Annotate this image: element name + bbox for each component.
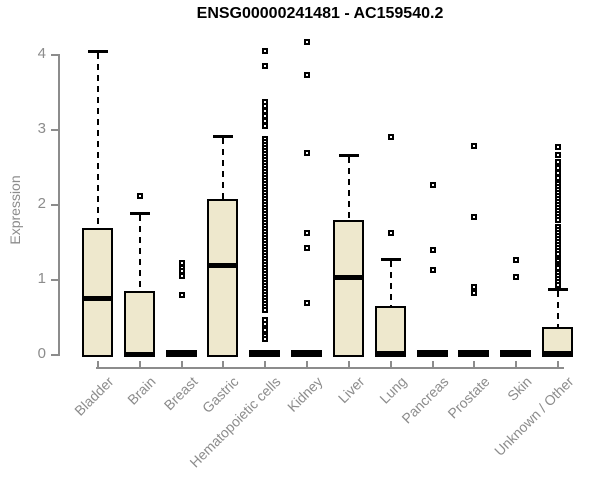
y-axis-tick (51, 54, 59, 56)
whisker-line (557, 291, 560, 327)
y-tick-label: 3 (37, 120, 46, 137)
outlier-point (555, 158, 562, 165)
outlier-point (429, 247, 436, 253)
outlier-point (262, 122, 269, 129)
outlier-point (262, 335, 269, 342)
outlier-point (429, 266, 436, 273)
y-axis-tick (51, 204, 59, 206)
median-line (249, 351, 281, 357)
outlier-point (262, 112, 269, 119)
x-axis-tick (264, 361, 267, 368)
x-axis-tick (180, 361, 183, 368)
x-axis-tick (347, 361, 350, 368)
outlier-point (429, 181, 436, 188)
x-category-label-unknown-other: Unknown / Other (491, 373, 577, 459)
outlier-point (513, 274, 520, 280)
outlier-point (304, 244, 311, 251)
outlier-point (555, 144, 562, 151)
y-tick-label: 1 (37, 270, 46, 287)
y-axis-tick (51, 354, 59, 356)
median-line (207, 263, 239, 268)
whisker-cap (380, 258, 401, 261)
x-axis-tick (473, 361, 476, 368)
x-axis-tick (138, 361, 141, 368)
outlier-point (262, 320, 269, 327)
outlier-point (262, 107, 269, 114)
box-lung (374, 305, 406, 357)
outlier-point (304, 72, 311, 79)
whisker-line (389, 261, 392, 306)
outlier-point (304, 229, 311, 236)
outlier-point (555, 250, 562, 257)
x-axis-tick (389, 361, 392, 368)
outlier-point (471, 142, 478, 149)
whisker-cap (213, 135, 234, 138)
median-line (82, 296, 113, 301)
y-tick-label: 4 (37, 45, 46, 62)
median-line (165, 351, 197, 357)
median-line (123, 351, 155, 357)
box-bladder (82, 227, 113, 357)
outlier-point (262, 307, 269, 313)
outlier-point (387, 133, 394, 140)
outlier-point (513, 256, 520, 263)
y-tick-label: 2 (37, 195, 46, 212)
box-liver (332, 220, 364, 357)
outlier-point (387, 229, 394, 236)
x-axis-line (96, 367, 564, 369)
x-axis-tick (431, 361, 434, 368)
outlier-point (555, 175, 562, 181)
whisker-cap (88, 50, 108, 54)
outlier-point (471, 214, 478, 220)
whisker-line (222, 138, 225, 199)
outlier-point (304, 39, 311, 46)
x-axis-tick (515, 361, 518, 368)
outlier-point (262, 327, 269, 334)
median-line (291, 351, 323, 357)
median-line (542, 350, 574, 356)
y-axis-tick (51, 279, 59, 281)
outlier-point (178, 272, 185, 279)
median-line (458, 351, 490, 357)
median-line (416, 351, 448, 357)
box-brain (123, 290, 155, 357)
whisker-line (138, 215, 141, 291)
whisker-line (347, 156, 350, 221)
whisker-cap (548, 288, 569, 291)
outlier-point (555, 217, 562, 223)
median-line (500, 351, 532, 357)
median-line (374, 350, 406, 356)
outlier-point (471, 283, 478, 290)
outlier-point (555, 282, 562, 289)
median-line (332, 275, 364, 280)
outlier-point (136, 193, 143, 199)
x-axis-tick (306, 361, 309, 368)
outlier-point (555, 169, 562, 176)
outlier-point (555, 164, 562, 171)
outlier-point (262, 48, 269, 55)
outlier-point (178, 292, 185, 298)
box-gastric (207, 198, 239, 357)
outlier-point (178, 259, 185, 266)
y-axis-tick (51, 129, 59, 131)
x-axis-tick (97, 361, 99, 368)
x-axis-tick (222, 361, 225, 368)
whisker-cap (338, 153, 359, 157)
y-axis-line (58, 54, 60, 356)
outlier-point (304, 299, 311, 306)
whisker-line (97, 53, 99, 228)
x-axis-tick (557, 361, 560, 368)
outlier-point (262, 63, 269, 70)
whisker-cap (129, 212, 150, 216)
chart-title: ENSG00000241481 - AC159540.2 (196, 5, 444, 22)
outlier-point (555, 151, 562, 158)
outlier-point (471, 289, 478, 296)
outlier-point (304, 149, 311, 156)
y-tick-label: 0 (37, 345, 46, 362)
